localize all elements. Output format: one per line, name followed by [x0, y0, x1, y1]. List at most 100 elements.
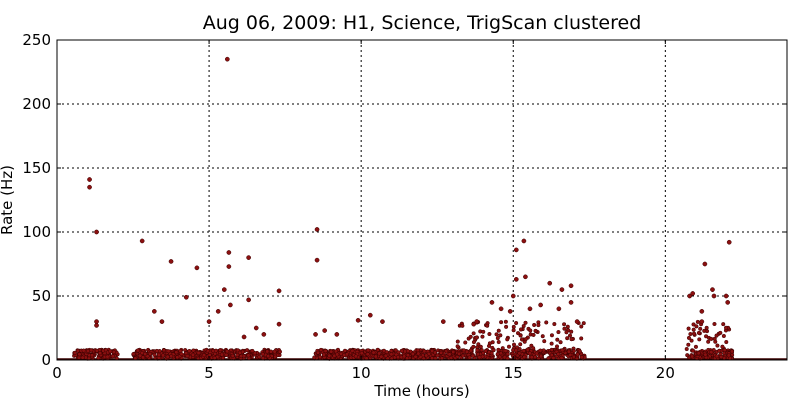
cluster-point: [111, 349, 116, 355]
cluster-point: [715, 343, 720, 348]
data-point: [547, 280, 553, 286]
cluster-point: [517, 351, 522, 356]
cluster-point: [323, 348, 328, 354]
x-tick-label: 0: [52, 364, 62, 382]
cluster-point: [528, 328, 533, 333]
cluster-point: [549, 341, 554, 346]
points-layer: [87, 56, 732, 340]
cluster-point: [365, 352, 370, 357]
data-point: [521, 238, 527, 244]
cluster-point: [143, 351, 148, 357]
cluster-point: [219, 352, 224, 357]
data-point: [699, 309, 705, 314]
cluster-point: [110, 354, 115, 359]
cluster-point: [471, 340, 476, 345]
cluster-point: [721, 322, 726, 327]
cluster-point: [536, 323, 541, 328]
cluster-point: [496, 339, 501, 345]
x-tick-label: 20: [656, 364, 675, 382]
data-point: [261, 332, 267, 337]
data-point: [87, 184, 92, 190]
cluster-point: [154, 348, 159, 354]
cluster-point: [544, 320, 549, 325]
cluster-point: [534, 351, 539, 356]
cluster-point: [399, 348, 404, 353]
cluster-point: [579, 355, 584, 360]
cluster-point: [77, 352, 82, 357]
cluster-point: [342, 348, 348, 353]
cluster-point: [260, 352, 265, 357]
cluster-point: [455, 339, 460, 344]
cluster-point: [218, 348, 223, 353]
data-point: [206, 319, 212, 324]
cluster-point: [81, 348, 86, 353]
cluster-point: [577, 349, 582, 354]
cluster-point: [511, 324, 516, 329]
data-point: [702, 261, 708, 267]
cluster-point: [565, 324, 570, 329]
data-point: [568, 300, 574, 305]
cluster-point: [474, 335, 479, 340]
cluster-point: [564, 330, 569, 335]
cluster-point: [532, 322, 537, 328]
cluster-point: [505, 351, 510, 356]
cluster-point: [478, 344, 483, 349]
cluster-point: [424, 353, 429, 358]
data-point: [168, 259, 174, 264]
cluster-point: [277, 349, 283, 354]
y-tick-label: 250: [22, 31, 51, 49]
cluster-point: [722, 348, 727, 353]
cluster-point: [468, 348, 473, 353]
cluster-point: [156, 352, 161, 357]
cluster-point: [272, 349, 277, 354]
data-point: [228, 302, 233, 308]
cluster-point: [568, 352, 573, 357]
cluster-point: [696, 351, 701, 356]
cluster-point: [709, 350, 714, 355]
cluster-point: [511, 342, 517, 347]
data-point: [253, 325, 259, 331]
cluster-point: [483, 349, 488, 354]
cluster-point: [690, 348, 696, 353]
cluster-point: [685, 353, 690, 358]
cluster-point: [718, 330, 723, 335]
cluster-point: [148, 351, 153, 356]
cluster-point: [90, 353, 95, 358]
cluster-point: [375, 347, 380, 352]
data-point: [322, 328, 328, 333]
cluster-point: [726, 353, 731, 358]
cluster-point: [486, 343, 492, 349]
y-tick-label: 100: [22, 223, 51, 241]
cluster-point: [416, 351, 421, 356]
cluster-point: [703, 352, 708, 357]
cluster-point: [522, 354, 527, 360]
cluster-point: [246, 353, 251, 358]
cluster-point: [175, 355, 180, 360]
cluster-point: [688, 331, 693, 337]
data-point: [313, 332, 318, 337]
cluster-point: [506, 344, 512, 349]
cluster-point: [467, 355, 472, 360]
data-point: [246, 255, 251, 260]
cluster-point: [504, 324, 509, 329]
grid-layer: [57, 40, 787, 360]
cluster-point: [329, 349, 334, 354]
cluster-point: [405, 353, 410, 358]
data-point: [538, 302, 543, 308]
cluster-point: [257, 354, 262, 359]
cluster-point: [94, 348, 99, 353]
cluster-point: [98, 351, 103, 356]
cluster-point: [549, 347, 554, 352]
cluster-point: [273, 354, 278, 359]
cluster-point: [556, 352, 561, 357]
chart-title: Aug 06, 2009: H1, Science, TrigScan clus…: [203, 12, 642, 34]
cluster-point: [202, 353, 207, 358]
cluster-point: [496, 347, 501, 352]
cluster-point: [511, 328, 516, 333]
cluster-point: [538, 348, 543, 353]
cluster-point: [556, 330, 561, 335]
cluster-point: [470, 353, 475, 358]
cluster-point: [539, 354, 544, 359]
cluster-point: [567, 333, 573, 338]
